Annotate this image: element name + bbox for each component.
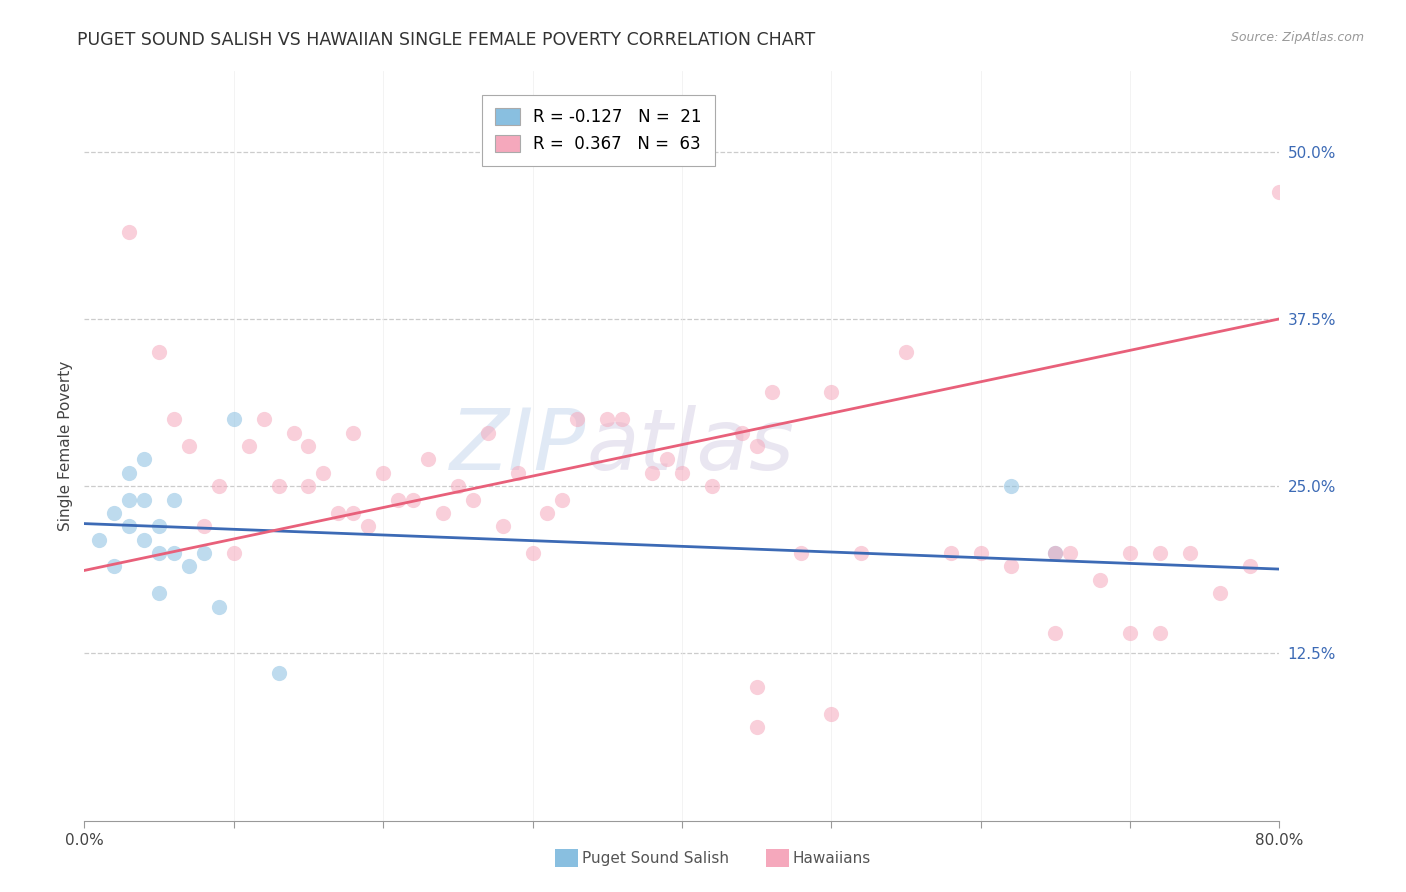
Point <box>267 666 290 681</box>
Point <box>655 452 678 467</box>
Text: ZIP: ZIP <box>450 404 586 488</box>
Point <box>118 492 141 507</box>
Point <box>477 425 499 440</box>
Point <box>432 506 454 520</box>
Point <box>208 479 231 493</box>
Point <box>820 385 842 400</box>
Point <box>461 492 484 507</box>
Y-axis label: Single Female Poverty: Single Female Poverty <box>58 361 73 531</box>
Point <box>193 519 215 533</box>
Point <box>357 519 380 533</box>
Point <box>1119 626 1142 640</box>
Point <box>790 546 813 560</box>
Point <box>1119 546 1142 560</box>
Point <box>1090 573 1112 587</box>
Point <box>103 559 125 574</box>
Point <box>492 519 515 533</box>
Point <box>820 706 842 721</box>
Point <box>253 412 276 426</box>
Point <box>970 546 993 560</box>
Point <box>596 412 619 426</box>
Point <box>148 345 170 359</box>
Point <box>132 492 156 507</box>
Point <box>1059 546 1081 560</box>
Point <box>1000 479 1022 493</box>
Point <box>342 506 364 520</box>
Point <box>222 412 245 426</box>
Point <box>745 680 768 694</box>
Point <box>177 559 200 574</box>
Point <box>1268 185 1291 199</box>
Point <box>1149 546 1171 560</box>
Text: Puget Sound Salish: Puget Sound Salish <box>582 851 730 866</box>
Point <box>939 546 962 560</box>
Point <box>745 439 768 453</box>
Point <box>731 425 754 440</box>
Point <box>387 492 409 507</box>
Point <box>148 586 170 600</box>
Point <box>148 519 170 533</box>
Point <box>671 466 693 480</box>
Point <box>612 412 634 426</box>
Point <box>1239 559 1261 574</box>
Point <box>163 412 186 426</box>
Point <box>536 506 558 520</box>
Point <box>312 466 335 480</box>
Point <box>297 439 319 453</box>
Text: atlas: atlas <box>586 404 794 488</box>
Point <box>328 506 350 520</box>
Point <box>761 385 783 400</box>
Point <box>1045 626 1067 640</box>
Text: Source: ZipAtlas.com: Source: ZipAtlas.com <box>1230 31 1364 45</box>
Point <box>1149 626 1171 640</box>
Point <box>447 479 470 493</box>
Point <box>373 466 395 480</box>
Point <box>700 479 723 493</box>
Point <box>132 452 156 467</box>
Point <box>1000 559 1022 574</box>
Point <box>402 492 425 507</box>
Point <box>118 519 141 533</box>
Point <box>238 439 260 453</box>
Point <box>1045 546 1067 560</box>
Text: Hawaiians: Hawaiians <box>793 851 872 866</box>
Point <box>193 546 215 560</box>
Point <box>894 345 917 359</box>
Point <box>222 546 245 560</box>
Point <box>103 506 125 520</box>
Point <box>1209 586 1232 600</box>
Point <box>342 425 364 440</box>
Point <box>118 466 141 480</box>
Text: PUGET SOUND SALISH VS HAWAIIAN SINGLE FEMALE POVERTY CORRELATION CHART: PUGET SOUND SALISH VS HAWAIIAN SINGLE FE… <box>77 31 815 49</box>
Point <box>297 479 319 493</box>
Legend: R = -0.127   N =  21, R =  0.367   N =  63: R = -0.127 N = 21, R = 0.367 N = 63 <box>481 95 716 166</box>
Point <box>522 546 544 560</box>
Point <box>1045 546 1067 560</box>
Point <box>567 412 589 426</box>
Point <box>163 546 186 560</box>
Point <box>118 225 141 239</box>
Point <box>208 599 231 614</box>
Point <box>89 533 111 547</box>
Point <box>1178 546 1201 560</box>
Point <box>283 425 305 440</box>
Point <box>506 466 529 480</box>
Point <box>132 533 156 547</box>
Point <box>851 546 873 560</box>
Point <box>641 466 664 480</box>
Point <box>745 720 768 734</box>
Point <box>177 439 200 453</box>
Point <box>148 546 170 560</box>
Point <box>416 452 439 467</box>
Point <box>163 492 186 507</box>
Point <box>551 492 574 507</box>
Point <box>267 479 290 493</box>
